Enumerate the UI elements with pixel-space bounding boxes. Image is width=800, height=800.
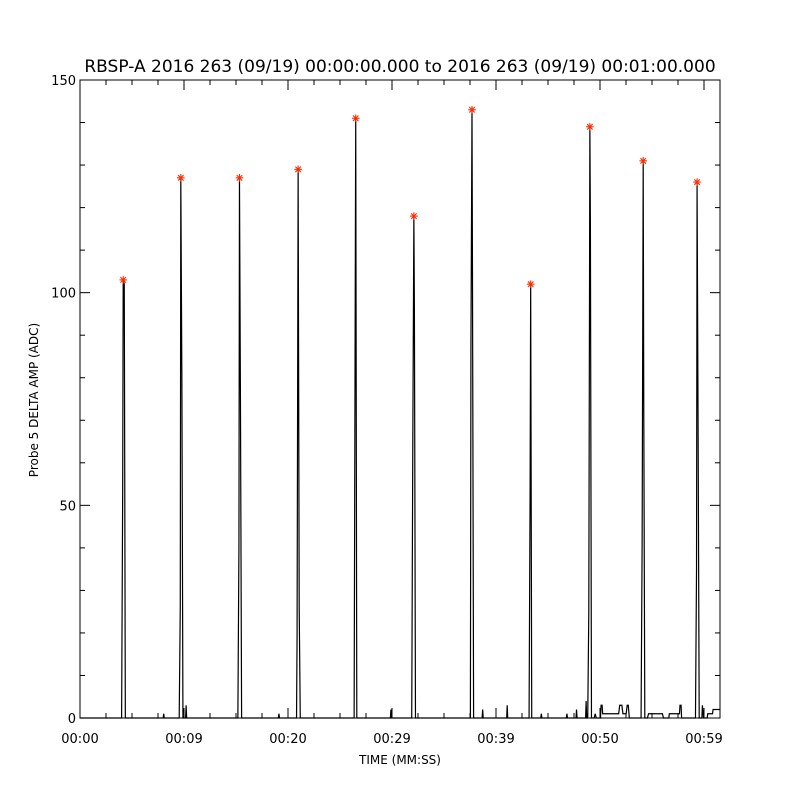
- peak-marker: [410, 212, 418, 220]
- x-axis-ticks: 00:00 00:09 00:20 00:29 00:39 00:50 00:59: [61, 80, 723, 747]
- peak-marker: [294, 165, 302, 174]
- y-axis-label: Probe 5 DELTA AMP (ADC): [27, 323, 41, 477]
- peak-marker: [119, 276, 127, 284]
- peak-marker: [526, 280, 535, 288]
- y-tick-label: 100: [51, 287, 76, 302]
- peak-marker: [639, 157, 647, 165]
- x-tick-label: 00:39: [477, 732, 514, 747]
- y-axis-ticks: 0 50 100 150: [51, 74, 720, 727]
- plot-frame: [79, 79, 721, 719]
- x-tick-label: 00:09: [165, 732, 202, 747]
- peak-marker: [468, 105, 476, 114]
- series-line: [80, 109, 720, 719]
- series-layer: [80, 105, 720, 719]
- peak-marker: [586, 122, 594, 131]
- x-tick-label: 00:50: [581, 732, 618, 747]
- peak-marker: [351, 114, 360, 123]
- y-tick-label: 0: [68, 712, 76, 727]
- chart-title: RBSP-A 2016 263 (09/19) 00:00:00.000 to …: [84, 57, 715, 77]
- x-axis-label: TIME (MM:SS): [358, 753, 441, 767]
- peak-marker: [177, 174, 185, 182]
- peak-marker: [693, 178, 701, 186]
- x-tick-label: 00:00: [61, 732, 98, 747]
- y-tick-label: 50: [59, 499, 76, 514]
- x-tick-label: 00:29: [373, 732, 410, 747]
- y-tick-label: 150: [51, 74, 76, 89]
- x-tick-label: 00:59: [685, 732, 722, 747]
- minor-ticks: [80, 80, 720, 718]
- peak-marker: [235, 174, 244, 182]
- x-tick-label: 00:20: [269, 732, 306, 747]
